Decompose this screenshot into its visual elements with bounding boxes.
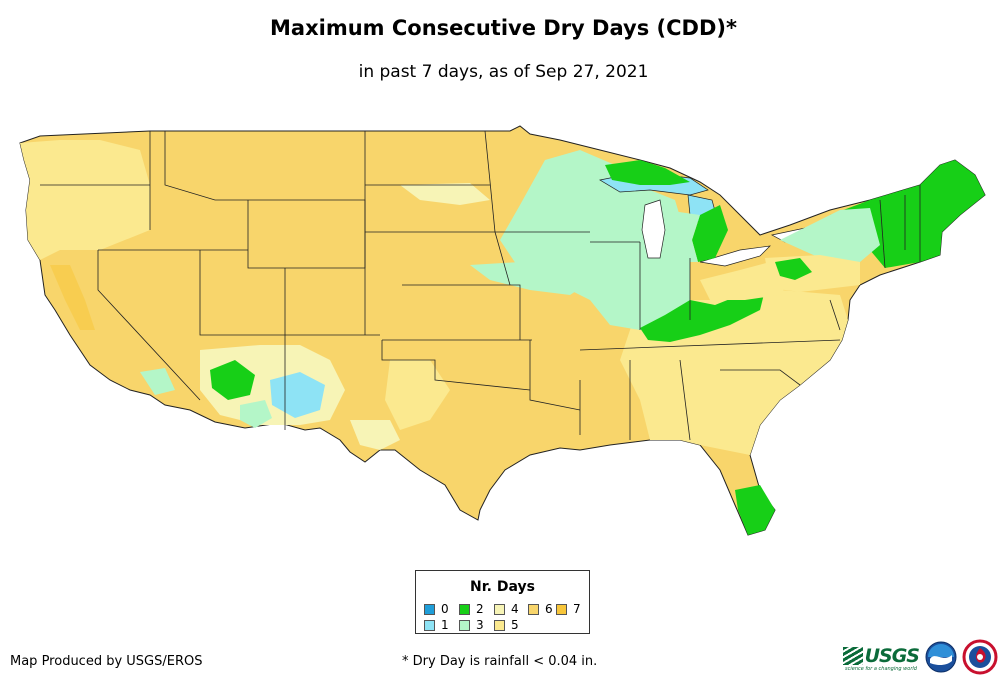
lake-michigan [641,199,666,259]
legend-swatch-3 [459,619,470,631]
zone-arizona-green [210,360,255,400]
legend-item-5: 5 [494,618,519,632]
zone-west-coast [20,140,150,260]
state-boundaries [40,130,921,441]
legend-item-6: 6 [528,602,553,616]
legend-label-7: 7 [573,602,581,616]
legend-item-0: 0 [424,602,449,616]
zone-pa-patch [775,258,812,280]
zone-florida-green [735,485,775,535]
zone-coast-mint [140,368,175,395]
noaa-logo [925,641,957,673]
zone-michigan-green [605,160,690,185]
zone-arizona-mint [240,400,272,428]
zone-iowa-mint [470,262,585,295]
usgs-tagline: science for a changing world [845,666,917,672]
map-credit: Map Produced by USGS/EROS [10,654,203,669]
lake-erie [699,245,771,267]
zone-ohio-valley [640,290,765,342]
zone-new-york [780,208,880,262]
legend-label-6: 6 [545,602,553,616]
map-title: Maximum Consecutive Dry Days (CDD)* [270,16,737,40]
zone-south-texas [350,420,400,450]
legend-label-4: 4 [511,602,519,616]
legend-item-4: 4 [494,602,519,616]
legend-item-3: 3 [459,618,484,632]
zone-lower-michigan-west [665,210,700,262]
zone-central-valley [50,265,95,330]
legend-item-1: 1 [424,618,449,632]
legend-swatch-2 [459,603,470,615]
legend-swatch-1 [424,619,435,631]
legend-swatch-0 [424,603,435,615]
legend-item-2: 2 [459,602,484,616]
legend-label-2: 2 [476,602,484,616]
map-subtitle: in past 7 days, as of Sep 27, 2021 [358,62,649,82]
legend-label-0: 0 [441,602,449,616]
legend-swatch-4 [494,603,505,615]
legend-swatch-5 [494,619,505,631]
legend-swatch-7 [556,603,567,615]
zone-texas-light [385,360,450,430]
legend-swatch-6 [528,603,539,615]
zone-lower-michigan [692,205,728,262]
usgs-logo-text: USGS [864,645,920,667]
legend-item-7: 7 [556,602,581,616]
zone-arizona-cyan [270,372,325,418]
usgs-logo: USGS [843,644,920,668]
legend-label-1: 1 [441,618,449,632]
legend: Nr. Days 0 1 2 3 4 5 6 7 [415,570,590,634]
nws-logo [962,639,998,675]
legend-title: Nr. Days [470,579,535,595]
usgs-wave-icon [843,647,863,665]
legend-label-5: 5 [511,618,519,632]
legend-label-3: 3 [476,618,484,632]
dry-day-footnote: * Dry Day is rainfall < 0.04 in. [402,654,598,669]
zone-dakota-light [400,183,490,205]
